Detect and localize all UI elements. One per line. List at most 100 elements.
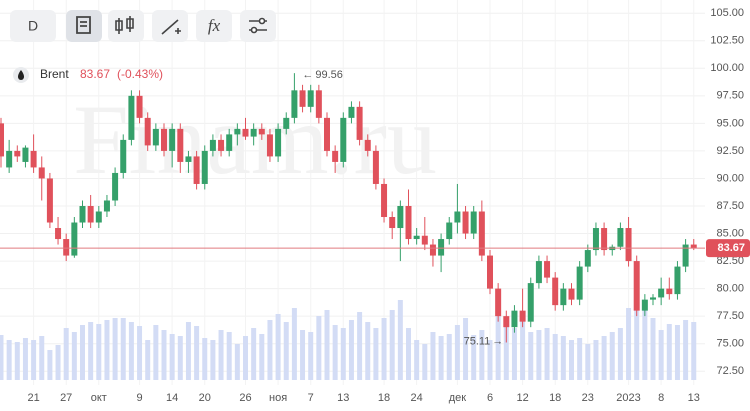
x-tick-label: 2023 xyxy=(616,392,640,404)
annotation: 75.11 xyxy=(464,335,491,347)
candle-body xyxy=(674,266,681,295)
volume-bar xyxy=(128,322,134,380)
y-tick-label: 82.50 xyxy=(716,255,744,267)
candle-body xyxy=(55,228,62,240)
x-tick-label: 24 xyxy=(411,392,423,404)
candle-body xyxy=(79,205,86,223)
x-tick-label: 6 xyxy=(487,392,493,404)
volume-bar xyxy=(283,322,289,380)
candle-body xyxy=(22,147,29,162)
volume-bar xyxy=(454,325,460,380)
volume-bar xyxy=(120,318,126,380)
x-tick-label: 14 xyxy=(166,392,178,404)
annotation-arrow: ← xyxy=(302,69,313,81)
candle-body xyxy=(340,117,347,162)
volume-bar xyxy=(381,318,387,380)
candle-body xyxy=(633,261,640,311)
volume-bar xyxy=(560,336,566,380)
candle-body xyxy=(299,90,306,107)
candle-body xyxy=(193,156,200,184)
candle-body xyxy=(95,211,102,223)
candle-body xyxy=(103,200,110,212)
candle-body xyxy=(413,235,420,240)
x-tick-label: 8 xyxy=(658,392,664,404)
x-tick-label: 7 xyxy=(308,392,314,404)
x-tick-label: ноя xyxy=(269,392,287,404)
volume-bar xyxy=(275,314,281,380)
candle-body xyxy=(454,211,461,223)
candle-body xyxy=(218,139,225,151)
candle-body xyxy=(584,250,591,267)
volume-bar xyxy=(683,320,689,380)
volume-bar xyxy=(145,340,151,380)
y-tick-label: 75.00 xyxy=(716,338,744,350)
candle-body xyxy=(307,90,314,107)
volume-bar xyxy=(6,340,12,380)
volume-bar xyxy=(406,328,411,380)
y-tick-label: 85.00 xyxy=(716,227,744,239)
candle-body xyxy=(519,310,526,322)
interval-button[interactable] xyxy=(10,10,56,42)
volume-bar xyxy=(22,338,28,380)
candle-body xyxy=(0,123,4,157)
candle-body xyxy=(30,150,37,168)
volume-bar xyxy=(446,334,452,380)
x-tick-label: 13 xyxy=(688,392,700,404)
volume-bar xyxy=(617,328,623,380)
settings-button[interactable] xyxy=(240,10,276,42)
candle-body xyxy=(478,211,485,256)
candle-body xyxy=(112,172,119,201)
volume-bar xyxy=(291,308,297,380)
volume-bar xyxy=(544,328,550,380)
x-tick-label: 21 xyxy=(27,392,39,404)
volume-bar xyxy=(348,320,354,380)
indicators-button[interactable] xyxy=(196,10,232,42)
legend-icon xyxy=(18,70,24,80)
candle-body xyxy=(209,139,216,151)
volume-bar xyxy=(642,310,648,380)
volume-bar xyxy=(47,350,53,380)
candle-body xyxy=(6,150,13,168)
candle-body xyxy=(552,277,559,306)
candle-body xyxy=(136,95,143,118)
candle-body xyxy=(658,288,665,298)
icon xyxy=(161,19,181,35)
volume-bar xyxy=(104,320,110,380)
x-tick-label: дек xyxy=(449,392,467,404)
candle-body xyxy=(438,239,445,256)
candle-body xyxy=(495,288,502,317)
volume-bar xyxy=(259,334,265,380)
volume-bar xyxy=(177,336,183,380)
candle-body xyxy=(601,228,608,251)
candle-body xyxy=(63,239,70,256)
volume-bar xyxy=(243,336,248,380)
candle-body xyxy=(446,222,453,240)
y-tick-label: 95.00 xyxy=(716,117,744,129)
volume-bar xyxy=(169,334,175,380)
last-price-label: 83.67 xyxy=(717,242,745,254)
candle-body xyxy=(226,134,233,151)
candle-body xyxy=(511,310,518,328)
candle-body xyxy=(177,128,184,162)
volume-bar xyxy=(373,328,379,380)
volume-bar xyxy=(332,325,338,380)
candle-body xyxy=(161,128,167,151)
volume-bar xyxy=(365,322,371,380)
volume-bar xyxy=(234,344,240,380)
volume-bar xyxy=(0,335,4,380)
candle-body xyxy=(364,139,371,151)
candles-button[interactable] xyxy=(108,10,144,42)
volume-bar xyxy=(528,332,534,380)
legend: Brent 83.67 (-0.43%) xyxy=(13,67,163,83)
volume-bar xyxy=(674,325,680,380)
icon xyxy=(258,17,266,25)
y-tick-label: 100.00 xyxy=(710,62,744,74)
candle-body xyxy=(487,255,493,289)
volume-bar xyxy=(31,340,37,380)
x-tick-label: 9 xyxy=(136,392,142,404)
volume-bar xyxy=(226,332,232,380)
candle-body xyxy=(503,316,510,328)
candle-body xyxy=(185,156,192,162)
volume-bar xyxy=(577,338,583,380)
candle-body xyxy=(429,244,436,256)
